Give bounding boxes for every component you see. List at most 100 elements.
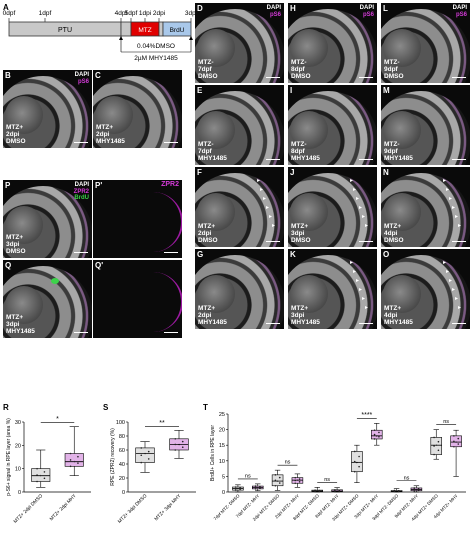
panel-caption: MTZ+ 3dpi DMSO xyxy=(6,234,26,255)
scale-bar xyxy=(359,322,373,324)
y-tick-label: 10 xyxy=(15,467,21,473)
data-point xyxy=(298,481,301,483)
micrograph-panel-h: H MTZ- 8dpf DMSO DAPI pS6 xyxy=(288,3,377,83)
arrowhead-icon: ▸ xyxy=(353,269,357,275)
channel-dapi: DAPI xyxy=(74,182,89,188)
channel-secondary: pS6 xyxy=(269,11,281,18)
timeline-brdu-segment xyxy=(162,21,192,37)
data-point xyxy=(413,489,416,492)
scale-bar xyxy=(452,76,466,78)
channel-dapi: DAPI xyxy=(74,72,89,78)
channel-legend: ZPR2 xyxy=(161,181,179,189)
timeline-mtz-label: MTZ xyxy=(138,27,151,34)
x-tick-label: MTZ+ 2dpi DMSO xyxy=(12,493,44,525)
svg-text:+: + xyxy=(435,443,438,448)
data-point xyxy=(43,471,46,473)
box-11 xyxy=(450,435,462,448)
data-point xyxy=(254,486,257,489)
svg-text:+: + xyxy=(73,459,76,464)
panel-letter: P xyxy=(5,181,11,190)
panel-letter: Q' xyxy=(95,261,104,270)
panel-caption: MTZ- 7dpf DMSO xyxy=(198,59,218,80)
data-point xyxy=(69,459,72,461)
data-point xyxy=(36,467,38,470)
data-point xyxy=(298,478,301,480)
arrowhead-icon: ▸ xyxy=(362,214,366,220)
channel-zpr2: ZPR2 xyxy=(161,181,179,188)
y-tick-label: 25 xyxy=(219,412,225,418)
comparison-label: ns xyxy=(245,473,251,479)
significance-label: ** xyxy=(159,420,165,427)
arrowhead-icon: ▸ xyxy=(365,223,369,229)
panel-letter: K xyxy=(290,250,296,259)
panel-letter: L xyxy=(383,4,388,13)
arrowhead-icon: ▸ xyxy=(269,214,273,220)
scale-bar xyxy=(452,322,466,324)
data-point xyxy=(254,485,257,487)
channel-legend: DAPI pS6 xyxy=(75,72,89,85)
x-tick-label: MTZ+ 2dpi MHY xyxy=(49,493,79,523)
y-tick-label: 40 xyxy=(119,462,125,468)
panel-label-a: A xyxy=(3,3,9,12)
data-point xyxy=(69,465,72,468)
micrograph-panel-q: Q MTZ+ 3dpi MHY1485 xyxy=(3,260,92,338)
lens xyxy=(197,193,235,231)
micrograph-panel-c: C MTZ+ 2dpi MHY1485 xyxy=(93,70,182,148)
data-point xyxy=(239,486,241,489)
panel-letter: F xyxy=(197,168,202,177)
arrowhead-icon: ▸ xyxy=(449,278,453,284)
panel-letter: M xyxy=(383,86,390,95)
scale-bar xyxy=(164,251,178,253)
y-axis-label: p-S6+ signal in RPE layer (area %) xyxy=(6,418,12,496)
data-point xyxy=(417,487,420,490)
data-point xyxy=(353,460,356,463)
significance-label: * xyxy=(56,416,59,423)
comparison-label: ns xyxy=(285,460,291,466)
data-point xyxy=(239,488,241,491)
arrowhead-icon: ▸ xyxy=(263,196,267,202)
arrowhead-icon: ▸ xyxy=(365,305,369,311)
data-point xyxy=(278,476,281,479)
data-point xyxy=(181,440,184,443)
lens xyxy=(5,96,43,134)
micrograph-panel-l: L MTZ- 9dpf DMSO DAPI pS6 xyxy=(381,3,470,83)
timeline-tick-label: 1dpf xyxy=(39,10,52,17)
arrowhead-icon: ▸ xyxy=(359,205,363,211)
data-point xyxy=(254,488,257,490)
arrowhead-icon: ▸ xyxy=(350,260,354,266)
data-point xyxy=(457,437,460,440)
data-point xyxy=(140,447,143,449)
timeline-tick-label: 5dpf xyxy=(125,10,138,17)
scale-bar xyxy=(452,158,466,160)
arrowhead-icon: ▸ xyxy=(359,287,363,293)
panel-caption: MTZ- 8dpf MHY1485 xyxy=(291,141,320,162)
data-point xyxy=(274,479,277,482)
svg-text:+: + xyxy=(376,433,379,438)
y-tick-label: 0 xyxy=(18,490,21,496)
scale-bar xyxy=(452,240,466,242)
data-point xyxy=(353,470,356,473)
data-point xyxy=(397,489,400,492)
y-tick-label: 5 xyxy=(222,474,225,480)
data-point xyxy=(174,443,177,446)
panel-caption: MTZ- 9dpf MHY1485 xyxy=(384,141,413,162)
zpr2-signal xyxy=(131,272,182,332)
scale-bar xyxy=(164,331,178,333)
data-point xyxy=(147,450,150,453)
lens xyxy=(383,193,421,231)
channel-secondary: pS6 xyxy=(455,11,467,18)
svg-text:+: + xyxy=(257,485,260,490)
svg-text:+: + xyxy=(178,442,181,447)
panel-caption: MTZ- 8dpf DMSO xyxy=(291,59,311,80)
panel-letter: E xyxy=(197,86,203,95)
zpr2-signal xyxy=(131,192,182,252)
y-tick-label: 20 xyxy=(15,443,21,449)
data-point xyxy=(140,461,143,464)
box-0 xyxy=(31,468,51,482)
lens xyxy=(197,29,235,67)
brdu-green-signal xyxy=(51,278,59,284)
y-tick-label: 20 xyxy=(119,476,125,482)
